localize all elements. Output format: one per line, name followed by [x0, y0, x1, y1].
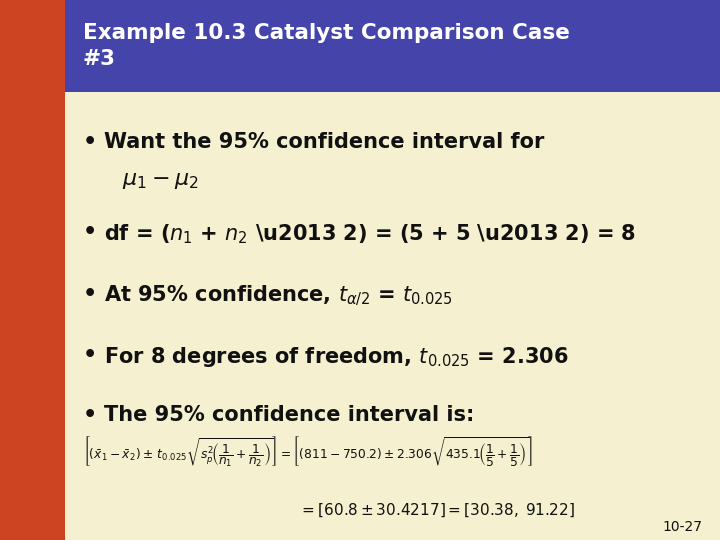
Text: •: •	[83, 345, 97, 364]
Text: •: •	[83, 222, 97, 242]
Text: The 95% confidence interval is:: The 95% confidence interval is:	[104, 405, 474, 425]
Text: At 95% confidence, $t_{\alpha/2}$ = $t_{0.025}$: At 95% confidence, $t_{\alpha/2}$ = $t_{…	[104, 284, 454, 308]
Text: $\left[\left(\bar{x}_1 - \bar{x}_2\right) \pm\, t_{0.025}\sqrt{s_p^2\!\left(\dfr: $\left[\left(\bar{x}_1 - \bar{x}_2\right…	[83, 435, 533, 469]
Text: $= \left[60.8 \pm 30.4217\right] = \left[30.38,\;91.22\right]$: $= \left[60.8 \pm 30.4217\right] = \left…	[299, 501, 575, 518]
Text: $\mu_1 - \mu_2$: $\mu_1 - \mu_2$	[122, 171, 199, 191]
Text: Want the 95% confidence interval for: Want the 95% confidence interval for	[104, 132, 545, 152]
Bar	[65, 0, 720, 92]
Text: 10-27: 10-27	[662, 519, 702, 534]
Text: Example 10.3 Catalyst Comparison Case
#3: Example 10.3 Catalyst Comparison Case #3	[83, 23, 570, 69]
Bar	[0, 0, 65, 540]
Text: •: •	[83, 132, 97, 152]
Text: •: •	[83, 405, 97, 425]
Text: df = ($n_1$ + $n_2$ \u2013 2) = (5 + 5 \u2013 2) = 8: df = ($n_1$ + $n_2$ \u2013 2) = (5 + 5 \…	[104, 222, 636, 246]
Text: •: •	[83, 284, 97, 303]
Text: For 8 degrees of freedom, $t_{0.025}$ = 2.306: For 8 degrees of freedom, $t_{0.025}$ = …	[104, 345, 569, 368]
